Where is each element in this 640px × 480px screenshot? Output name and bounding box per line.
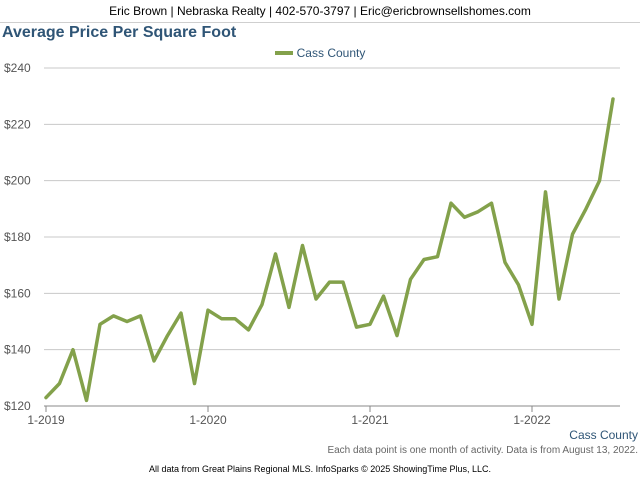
contact-header: Eric Brown | Nebraska Realty | 402-570-3… [0, 0, 640, 23]
y-tick-label: $220 [4, 117, 31, 131]
series-line [44, 97, 615, 403]
y-tick-label: $140 [4, 343, 31, 357]
footer-series-label: Cass County [569, 428, 638, 442]
x-tick-label: 1-2020 [189, 413, 227, 427]
y-tick-label: $200 [4, 174, 31, 188]
y-tick-label: $180 [4, 230, 31, 244]
x-tick-label: 1-2021 [351, 413, 389, 427]
x-tick-label: 1-2022 [513, 413, 551, 427]
legend-swatch [274, 50, 293, 55]
legend-label: Cass County [296, 46, 366, 60]
footer-source: All data from Great Plains Regional MLS.… [149, 464, 491, 474]
footer-note: Each data point is one month of activity… [327, 445, 638, 456]
x-tick-label: 1-2019 [27, 413, 65, 427]
contact-text: Eric Brown | Nebraska Realty | 402-570-3… [109, 4, 531, 18]
y-tick-label: $160 [4, 286, 31, 300]
chart-legend: Cass County [0, 46, 640, 60]
y-tick-label: $240 [4, 61, 31, 75]
y-tick-label: $120 [4, 399, 31, 413]
chart-title: Average Price Per Square Foot [2, 24, 237, 41]
